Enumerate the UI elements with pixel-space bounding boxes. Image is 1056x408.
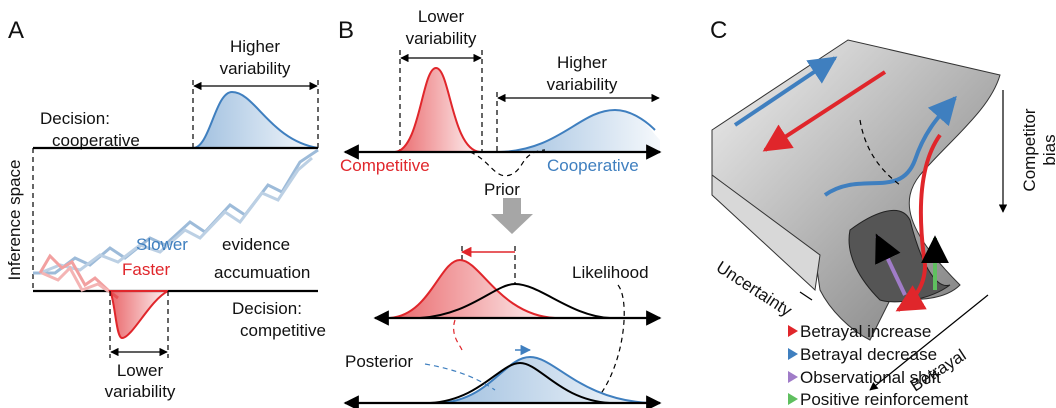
annotation: Lower variability bbox=[406, 7, 477, 48]
axis-label: Uncertainty bbox=[713, 257, 796, 320]
annotation: Higher variability bbox=[547, 53, 618, 94]
line: Decision: bbox=[232, 299, 302, 318]
panel-c: C Competitorbias Uncertainty Betrayal Be… bbox=[710, 17, 1056, 408]
line: variability bbox=[406, 29, 477, 48]
annotation: Competitive bbox=[340, 156, 430, 175]
line: Lower bbox=[117, 361, 164, 380]
line: variability bbox=[105, 382, 176, 401]
annotation: Slower bbox=[136, 235, 188, 254]
walk bbox=[33, 150, 318, 273]
legend-label: Betrayal decrease bbox=[800, 345, 937, 364]
figure: A Higher variability Decision:cooperative… bbox=[0, 0, 1056, 408]
distribution bbox=[193, 92, 318, 148]
legend-swatch-head bbox=[788, 393, 798, 405]
line: variability bbox=[547, 75, 618, 94]
annotation: Cooperative bbox=[547, 156, 639, 175]
annotation: evidence accumuation bbox=[214, 235, 310, 282]
annotation: Lower variability bbox=[105, 361, 176, 401]
panel-a: A Higher variability Decision:cooperative… bbox=[5, 17, 326, 401]
line: Lower bbox=[418, 7, 465, 26]
legend-swatch-head bbox=[788, 371, 798, 383]
line: Decision: bbox=[40, 109, 110, 128]
axis-arrow bbox=[800, 292, 812, 300]
axis-label: Competitorbias bbox=[1020, 108, 1056, 191]
panel-b: B Lower variability Higher variability Com… bbox=[338, 7, 660, 403]
line: evidence bbox=[222, 235, 290, 254]
legend-swatch-head bbox=[788, 348, 798, 360]
legend-label: Betrayal increase bbox=[800, 322, 931, 341]
legend-swatch-head bbox=[788, 325, 798, 337]
legend-label: Observational shift bbox=[800, 368, 941, 387]
walk bbox=[40, 158, 312, 273]
annotation: Decision:cooperative bbox=[40, 109, 140, 150]
panel-label: B bbox=[338, 17, 354, 44]
line: Higher bbox=[557, 53, 607, 72]
dashed-line bbox=[454, 320, 462, 350]
prior-curve bbox=[470, 150, 545, 176]
line: Competitor bbox=[1020, 108, 1039, 191]
dashed-line bbox=[600, 285, 624, 395]
line: Higher bbox=[230, 37, 280, 56]
legend-label: Positive reinforcement bbox=[800, 390, 968, 408]
posterior-competitive bbox=[390, 260, 555, 318]
line: competitive bbox=[240, 321, 326, 340]
line: bias bbox=[1040, 134, 1056, 165]
annotation: Posterior bbox=[345, 352, 413, 371]
distribution bbox=[110, 291, 168, 338]
posterior-cooperative bbox=[440, 357, 650, 403]
panel-label: A bbox=[8, 17, 24, 44]
annotation: Decision: competitive bbox=[232, 299, 326, 340]
panel-label: C bbox=[710, 17, 727, 44]
down-arrow bbox=[491, 198, 533, 234]
annotation: Likelihood bbox=[572, 263, 649, 282]
annotation: Faster bbox=[122, 260, 171, 279]
axis-label: Inference space bbox=[5, 160, 24, 281]
line: accumuation bbox=[214, 263, 310, 282]
annotation: Higher variability bbox=[220, 37, 291, 78]
annotation: Prior bbox=[484, 180, 520, 199]
prior-competitive bbox=[395, 68, 480, 152]
line: variability bbox=[220, 59, 291, 78]
